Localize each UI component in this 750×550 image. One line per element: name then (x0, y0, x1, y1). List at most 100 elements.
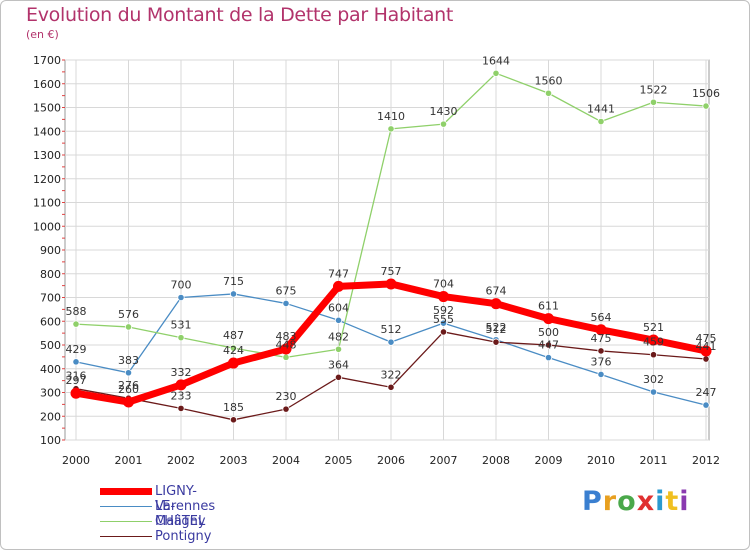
data-point-varennes (124, 369, 133, 377)
data-label-ligny-le-ch-tel: 611 (538, 300, 559, 313)
data-point-maligny (649, 98, 658, 106)
data-point-ligny-le-ch-tel (70, 387, 82, 399)
x-tick-label: 2006 (377, 454, 405, 467)
data-label-varennes: 429 (66, 343, 87, 356)
data-point-maligny (177, 334, 185, 342)
data-point-maligny (387, 125, 395, 133)
data-point-ligny-le-ch-tel (385, 278, 397, 290)
data-point-varennes (649, 388, 658, 396)
chart-title: Evolution du Montant de la Dette par Hab… (26, 4, 454, 26)
data-label-varennes: 675 (276, 284, 297, 297)
data-point-varennes (544, 353, 553, 362)
data-label-varennes: 522 (486, 321, 507, 334)
data-label-pontigny: 364 (328, 358, 349, 371)
data-point-pontigny (544, 341, 553, 349)
data-label-varennes: 715 (223, 275, 244, 288)
data-point-ligny-le-ch-tel (543, 313, 554, 325)
data-point-pontigny (387, 383, 395, 391)
data-point-ligny-le-ch-tel (123, 396, 134, 408)
data-label-pontigny: 512 (486, 323, 507, 336)
data-point-ligny-le-ch-tel (280, 343, 292, 355)
logo-letter: x (636, 486, 656, 517)
data-point-ligny-le-ch-tel (438, 291, 449, 303)
x-tick-label: 2009 (535, 454, 563, 467)
y-tick-label: 1600 (33, 78, 61, 91)
x-tick-label: 2004 (272, 454, 300, 467)
data-label-varennes: 376 (591, 355, 612, 368)
logo-letter: i (655, 486, 666, 517)
x-tick-label: 2000 (62, 454, 90, 467)
data-label-ligny-le-ch-tel: 332 (171, 366, 192, 379)
legend-label-varennes: Varennes (155, 499, 216, 514)
data-point-varennes (282, 299, 290, 308)
data-label-pontigny: 441 (696, 340, 717, 353)
data-point-pontigny (177, 404, 185, 413)
data-label-pontigny: 316 (66, 370, 87, 383)
y-tick-label: 1100 (33, 197, 61, 210)
x-tick-label: 2007 (430, 454, 458, 467)
y-tick-label: 400 (40, 363, 61, 376)
data-point-maligny (334, 345, 343, 353)
data-point-ligny-le-ch-tel (595, 324, 607, 336)
data-point-maligny (72, 320, 80, 328)
x-tick-label: 2010 (587, 454, 615, 467)
legend-label-pontigny: Pontigny (155, 529, 212, 544)
data-point-pontigny (282, 405, 290, 413)
y-tick-label: 1500 (33, 102, 61, 115)
data-point-pontigny (702, 355, 710, 363)
data-label-pontigny: 233 (171, 389, 192, 402)
data-point-varennes (702, 401, 710, 409)
data-label-ligny-le-ch-tel: 297 (66, 374, 87, 387)
data-label-maligny: 1506 (692, 87, 720, 100)
data-label-maligny: 448 (276, 338, 297, 351)
logo-letter: t (665, 486, 680, 517)
data-label-maligny: 588 (66, 305, 87, 318)
data-point-maligny (492, 69, 500, 77)
logo-letter: P (582, 486, 603, 517)
y-tick-label: 900 (40, 244, 61, 257)
x-tick-label: 2012 (692, 454, 720, 467)
legend-label-maligny: Maligny (155, 514, 206, 529)
data-label-ligny-le-ch-tel: 564 (591, 311, 612, 324)
data-point-ligny-le-ch-tel (228, 357, 239, 369)
y-tick-label: 600 (40, 315, 61, 328)
x-tick-label: 2008 (482, 454, 510, 467)
data-point-maligny (229, 344, 238, 352)
data-point-varennes (72, 358, 80, 366)
data-label-varennes: 302 (643, 373, 664, 386)
y-tick-label: 1300 (33, 149, 61, 162)
data-point-ligny-le-ch-tel (175, 379, 187, 391)
data-label-ligny-le-ch-tel: 757 (381, 265, 402, 278)
y-tick-label: 500 (40, 339, 61, 352)
data-label-pontigny: 500 (538, 326, 559, 339)
data-label-varennes: 247 (696, 386, 717, 399)
y-tick-label: 300 (40, 387, 61, 400)
logo-letter: o (617, 486, 637, 517)
data-label-pontigny: 230 (276, 390, 297, 403)
chart-subtitle: (en €) (26, 28, 59, 41)
data-label-ligny-le-ch-tel: 475 (696, 332, 717, 345)
data-label-maligny: 482 (328, 330, 349, 343)
x-tick-label: 2001 (115, 454, 143, 467)
data-point-ligny-le-ch-tel (700, 345, 712, 357)
data-point-maligny (544, 89, 553, 97)
y-tick-label: 1700 (33, 54, 61, 67)
data-label-varennes: 447 (538, 339, 559, 352)
data-point-maligny (597, 117, 605, 126)
data-point-pontigny (492, 338, 500, 346)
y-tick-label: 800 (40, 268, 61, 281)
data-label-varennes: 592 (433, 304, 454, 317)
data-label-pontigny: 555 (433, 313, 454, 326)
data-point-pontigny (229, 416, 238, 424)
data-label-ligny-le-ch-tel: 674 (486, 285, 507, 298)
data-point-maligny (702, 102, 710, 110)
data-label-varennes: 383 (118, 354, 139, 367)
data-point-varennes (387, 338, 395, 346)
y-tick-label: 700 (40, 292, 61, 305)
data-point-varennes (229, 290, 238, 298)
data-label-varennes: 512 (381, 323, 402, 336)
data-point-varennes (334, 316, 343, 324)
y-tick-label: 100 (40, 434, 61, 447)
